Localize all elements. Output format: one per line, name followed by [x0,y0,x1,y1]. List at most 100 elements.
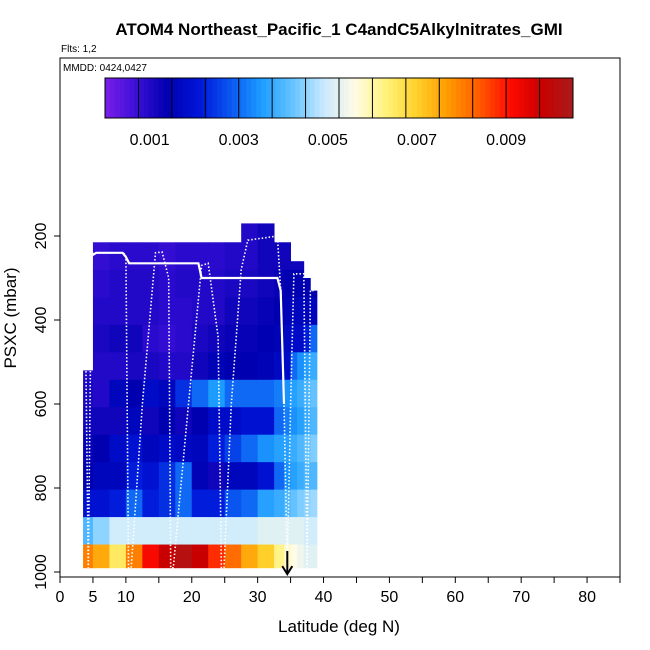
y-axis: 200 400 600 800 1000 [33,58,61,590]
heatmap-cell [290,379,298,408]
colorbar-swatch [543,78,550,118]
heatmap-cell [92,297,110,326]
heatmap-cell [208,407,226,436]
heatmap-cell [303,324,311,353]
heatmap-cell [224,544,242,569]
colorbar-swatch [451,78,457,118]
heatmap-cell [241,407,259,436]
heatmap-cell [125,434,143,463]
heatmap-cell [224,462,242,491]
heatmap-cell [303,407,311,436]
colorbar-swatch [534,78,540,118]
colorbar-swatch [514,78,520,118]
colorbar-swatch [163,78,169,118]
colorbar-swatch [490,78,496,118]
colorbar-swatch [319,78,325,118]
heatmap-cell [125,379,143,408]
heatmap-cell [158,407,176,436]
heatmap-cell [290,269,298,298]
x-axis-label: Latitude (deg N) [278,617,400,636]
heatmap-cell [297,269,305,298]
colorbar-swatch [558,78,564,118]
heatmap-cell [109,324,127,353]
heatmap-cell [297,261,305,271]
heatmap-cell [175,242,193,271]
heatmap-cell [290,462,298,491]
heatmap-cell [158,434,176,463]
heatmap-cell [109,489,127,518]
heatmap-cell [175,352,193,381]
colorbar-swatch [114,78,121,118]
heatmap-cell [158,297,176,326]
heatmap-cell [303,352,311,381]
heatmap-cell [241,517,259,545]
heatmap-cell [109,242,127,271]
heatmap-cell [158,324,176,353]
colorbar-swatch [499,78,506,118]
colorbar-swatch [397,78,403,118]
heatmap-cell [284,297,291,326]
x-tick-label: 0 [56,589,65,606]
heatmap-cell [142,324,160,353]
heatmap-cell [303,379,311,408]
heatmap-cell [297,324,305,353]
heatmap-cell [290,352,298,381]
heatmap-cell [310,489,318,518]
heatmap-cell [297,434,305,463]
colorbar-swatch [134,78,140,118]
heatmap-cell [191,489,209,518]
heatmap-cell [92,517,110,545]
flight-track-dotted [84,235,314,569]
colorbar-swatch [392,78,399,118]
heatmap-cell [125,517,143,545]
colorbar-swatch [105,78,111,118]
colorbar-swatch [109,78,116,118]
heatmap-cell [274,407,285,436]
heatmap-cell [142,269,160,298]
colorbar-swatch [470,78,477,118]
colorbar-swatch [417,78,423,118]
heatmap-cell [109,352,127,381]
heatmap-cell [310,324,318,353]
y-tick-label: 800 [33,475,50,502]
heatmap-cell [274,544,285,569]
colorbar-swatch [426,78,433,118]
heatmap-cell [310,290,318,298]
colorbar-swatch [304,78,311,118]
colorbar-swatch [412,78,418,118]
colorbar-swatch [475,78,481,118]
heatmap-cell [125,489,143,518]
colorbar-swatch [153,78,160,118]
heatmap-cell [125,269,143,298]
heatmap-cell [274,462,285,491]
heatmap-cell [310,297,318,326]
dates-annotation: MMDD: 0424,0427 [63,63,147,74]
colorbar-swatch [192,78,199,118]
colorbar-swatch [300,78,306,118]
heatmap-cell [241,434,259,463]
heatmap-cell [257,379,275,408]
heatmap-cell [284,407,291,436]
heatmap-cell [208,489,226,518]
heatmap-cell [191,407,209,436]
colorbar-swatch [368,78,374,118]
heatmap-cell [257,462,275,491]
heatmap-cell [310,379,318,408]
heatmap-cell [175,407,193,436]
heatmap-cell [142,352,160,381]
heatmap-cell [191,352,209,381]
colorbar-swatch [334,78,340,118]
colorbar-tick-label: 0.005 [308,132,348,149]
colorbar-swatch [446,78,452,118]
colorbar-swatch [339,78,345,118]
colorbar-swatch [519,78,525,118]
heatmap-cell [303,517,311,545]
chart-title: ATOM4 Northeast_Pacific_1 C4andC5Alkylni… [115,20,562,39]
colorbar-swatch [290,78,296,118]
heatmap-cell [297,517,305,545]
heatmap-cell [274,297,285,326]
y-tick-label: 400 [33,307,50,334]
heatmap-cell [208,517,226,545]
heatmap-cell [158,489,176,518]
colorbar-tick-label: 0.007 [397,132,437,149]
